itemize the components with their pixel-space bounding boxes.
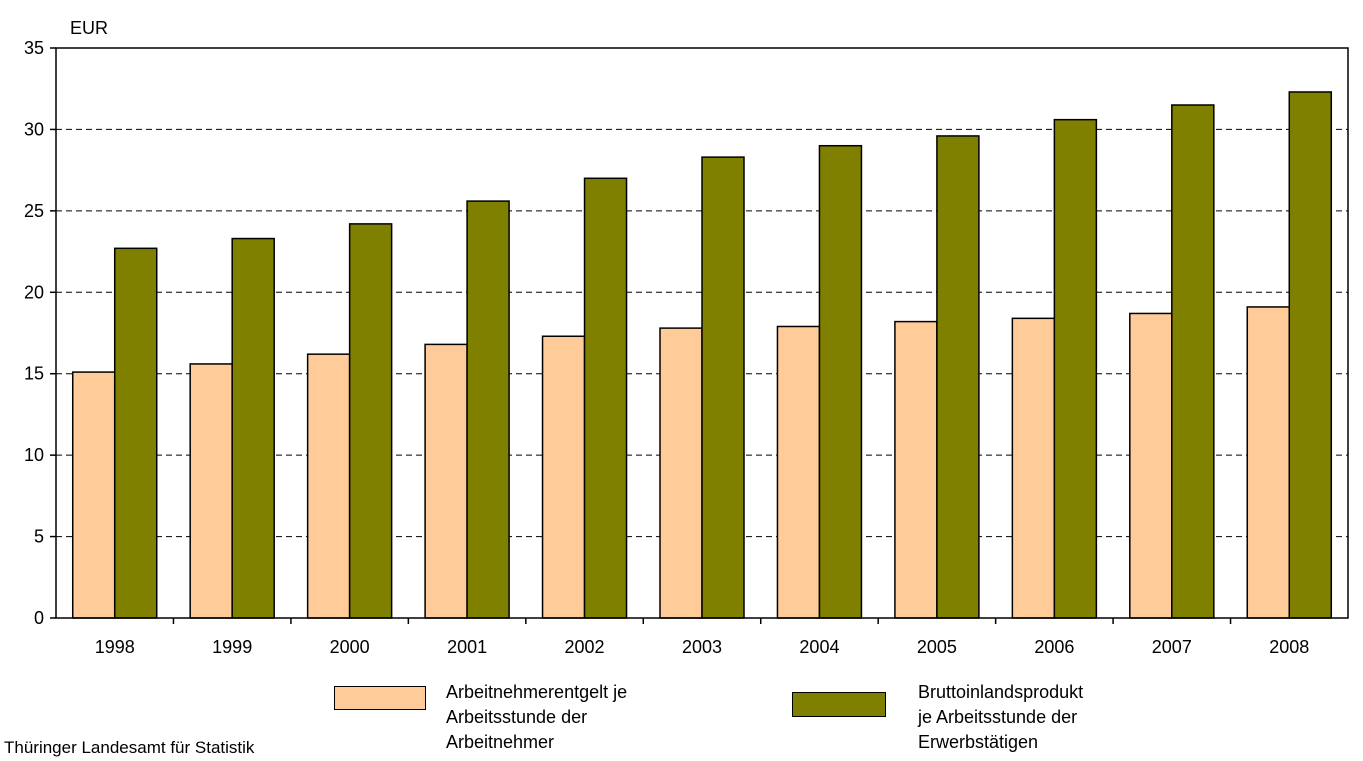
bar-bruttoinlandsprodukt-2004 [818, 144, 863, 619]
bars [71, 91, 1333, 619]
x-tick-label: 2002 [565, 637, 605, 657]
source-note: Thüringer Landesamt für Statistik [4, 738, 255, 757]
y-axis-label: EUR [70, 18, 108, 38]
y-tick-label: 35 [24, 38, 44, 58]
x-tick-label: 2005 [917, 637, 957, 657]
bar-arbeitnehmerentgelt-2006 [1011, 317, 1056, 619]
bar-bruttoinlandsprodukt-2008 [1288, 91, 1333, 619]
bar-arbeitnehmerentgelt-2000 [306, 353, 351, 619]
bar-arbeitnehmerentgelt-1998 [71, 371, 116, 619]
bar-bruttoinlandsprodukt-2000 [348, 223, 393, 619]
bar-arbeitnehmerentgelt-2007 [1129, 312, 1173, 619]
x-tick-label: 2004 [799, 637, 839, 657]
bar-arbeitnehmerentgelt-2008 [1246, 306, 1291, 619]
bar-bruttoinlandsprodukt-2007 [1171, 104, 1215, 619]
x-tick-label: 2006 [1034, 637, 1074, 657]
bar-bruttoinlandsprodukt-2001 [466, 200, 510, 619]
bar-bruttoinlandsprodukt-2003 [701, 156, 745, 619]
y-tick-label: 15 [24, 364, 44, 384]
plot-area [55, 47, 1349, 619]
bar-bruttoinlandsprodukt-2005 [936, 135, 980, 619]
bar-arbeitnehmerentgelt-2002 [541, 335, 586, 619]
x-tick-label: 1999 [212, 637, 252, 657]
bar-bruttoinlandsprodukt-1999 [231, 237, 275, 619]
legend-swatch-bruttoinlandsprodukt [792, 692, 886, 717]
bar-arbeitnehmerentgelt-2004 [776, 325, 821, 619]
bar-bruttoinlandsprodukt-1998 [113, 247, 158, 619]
x-tick-labels: 1998 1999 2000 2001 2002 2003 2004 2005 2006 2007… [95, 637, 1310, 657]
legend-swatch-arbeitnehmerentgelt [334, 686, 426, 710]
x-tick-label: 2008 [1269, 637, 1309, 657]
y-tick-labels: 0 5 10 15 20 25 30 35 [24, 38, 44, 628]
legend-label-bruttoinlandsprodukt: Bruttoinlandsprodukt je Arbeitsstunde de… [918, 682, 1084, 752]
x-tick-label: 1998 [95, 637, 135, 657]
x-tick-label: 2000 [330, 637, 370, 657]
bar-arbeitnehmerentgelt-1999 [189, 363, 233, 619]
bar-bruttoinlandsprodukt-2002 [583, 177, 628, 619]
x-tick-label: 2001 [447, 637, 487, 657]
y-tick-label: 30 [24, 119, 44, 139]
y-tick-label: 20 [24, 282, 44, 302]
x-tick-label: 2007 [1152, 637, 1192, 657]
y-tick-label: 25 [24, 201, 44, 221]
y-tick-label: 5 [34, 527, 44, 547]
bar-arbeitnehmerentgelt-2003 [659, 327, 703, 619]
x-tick-label: 2003 [682, 637, 722, 657]
legend-label-arbeitnehmerentgelt: Arbeitnehmerentgelt je Arbeitsstunde der… [446, 682, 628, 752]
axes [50, 47, 1349, 624]
bar-bruttoinlandsprodukt-2006 [1053, 118, 1098, 619]
y-tick-label: 10 [24, 445, 44, 465]
bar-arbeitnehmerentgelt-2005 [894, 320, 938, 619]
bar-arbeitnehmerentgelt-2001 [424, 343, 468, 619]
y-tick-label: 0 [34, 608, 44, 628]
